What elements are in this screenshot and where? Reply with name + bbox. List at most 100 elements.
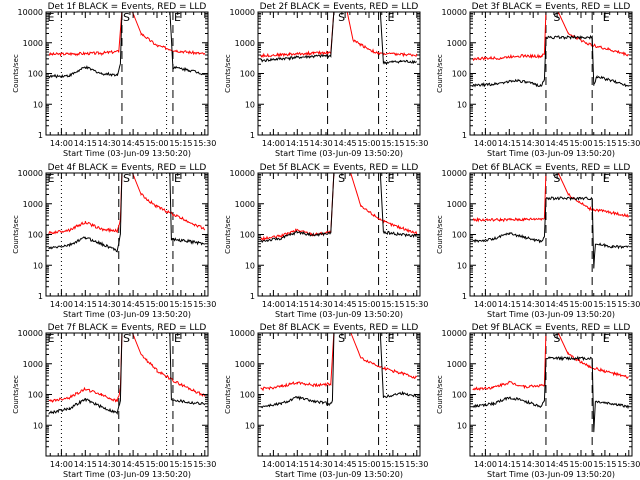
x-tick-label: 15:00	[569, 460, 592, 469]
y-tick-label: 10000	[230, 329, 255, 338]
marker-label: S	[123, 332, 130, 345]
y-tick-label: 10000	[18, 329, 43, 338]
y-tick-label: 100	[28, 231, 43, 240]
y-axis-label: Counts/sec	[436, 54, 444, 93]
y-tick-label: 10	[457, 421, 467, 430]
x-tick-label: 14:15	[286, 300, 309, 309]
y-tick-label: 100	[452, 231, 467, 240]
y-tick-label: 10	[33, 100, 43, 109]
x-axis-label: Start Time (03-Jun-09 13:50:20)	[275, 310, 403, 319]
y-tick-label: 1000	[23, 200, 43, 209]
series-events	[48, 12, 205, 79]
x-tick-label: 14:30	[522, 460, 545, 469]
y-tick-label: 1000	[235, 200, 255, 209]
y-axis-label: Counts/sec	[224, 215, 232, 254]
x-axis-label: Start Time (03-Jun-09 13:50:20)	[63, 149, 191, 158]
y-tick-label: 1000	[447, 200, 467, 209]
series-lld	[48, 333, 206, 403]
panel-3: Det 3f BLACK = Events, RED = LLDSE110100…	[436, 2, 640, 158]
marker-label: E	[174, 332, 181, 345]
y-axis-label: Counts/sec	[12, 215, 20, 254]
y-tick-label: 1000	[23, 360, 43, 369]
marker-label: E	[603, 11, 610, 24]
x-tick-label: 14:15	[498, 300, 521, 309]
x-tick-label: 15:30	[617, 139, 640, 148]
x-axis-label: Start Time (03-Jun-09 13:50:20)	[63, 310, 191, 319]
x-tick-label: 14:15	[286, 139, 309, 148]
marker-label: E	[48, 332, 55, 345]
x-tick-label: 15:30	[405, 300, 428, 309]
series-lld	[260, 173, 418, 242]
marker-label: E	[603, 332, 610, 345]
series-lld	[472, 333, 629, 391]
series-lld	[48, 173, 206, 235]
x-tick-label: 14:45	[546, 139, 569, 148]
marker-label: E	[388, 172, 395, 185]
marker-label: S	[123, 172, 130, 185]
series-events	[260, 333, 418, 409]
panel-9: Det 9f BLACK = Events, RED = LLDSE101001…	[436, 323, 640, 479]
x-tick-label: 15:15	[593, 139, 616, 148]
y-tick-label: 10000	[442, 329, 467, 338]
y-tick-label: 10	[33, 261, 43, 270]
x-tick-label: 15:15	[169, 300, 192, 309]
x-tick-label: 15:30	[405, 460, 428, 469]
panel-title: Det 7f BLACK = Events, RED = LLD	[48, 323, 207, 333]
marker-label: E	[388, 332, 395, 345]
series-events	[260, 12, 417, 65]
y-tick-label: 1	[462, 131, 467, 140]
x-tick-label: 15:30	[617, 300, 640, 309]
x-tick-label: 15:00	[145, 460, 168, 469]
y-tick-label: 10	[33, 421, 43, 430]
y-tick-label: 100	[452, 391, 467, 400]
x-tick-label: 14:00	[262, 139, 285, 148]
plot-frame	[257, 11, 421, 136]
x-tick-label: 14:45	[122, 300, 145, 309]
x-tick-label: 15:15	[381, 139, 404, 148]
x-tick-label: 14:30	[310, 460, 333, 469]
x-tick-label: 14:00	[50, 300, 73, 309]
panel-title: Det 3f BLACK = Events, RED = LLD	[472, 2, 631, 12]
y-tick-label: 10	[457, 100, 467, 109]
x-tick-label: 14:30	[522, 300, 545, 309]
marker-label: E	[174, 172, 181, 185]
plot-frame	[469, 11, 633, 136]
series-lld	[472, 12, 630, 61]
x-tick-label: 15:15	[593, 300, 616, 309]
series-events	[472, 34, 630, 88]
y-tick-label: 1000	[23, 39, 43, 48]
y-tick-label: 1	[250, 292, 255, 301]
x-tick-label: 14:15	[74, 460, 97, 469]
y-tick-label: 100	[28, 391, 43, 400]
x-tick-label: 14:15	[286, 460, 309, 469]
x-tick-label: 14:00	[474, 300, 497, 309]
series-events	[472, 196, 629, 269]
x-tick-label: 14:00	[50, 139, 73, 148]
plot-frame	[45, 172, 209, 297]
y-tick-label: 10000	[230, 8, 255, 17]
x-tick-label: 15:30	[193, 139, 216, 148]
y-tick-label: 10000	[230, 169, 255, 178]
x-tick-label: 15:00	[145, 300, 168, 309]
x-tick-label: 15:15	[381, 300, 404, 309]
y-axis-label: Counts/sec	[224, 375, 232, 414]
plot-frame	[45, 332, 209, 457]
x-tick-label: 14:45	[334, 139, 357, 148]
plot-frame	[469, 332, 633, 457]
x-tick-label: 14:45	[546, 300, 569, 309]
x-tick-label: 15:00	[357, 300, 380, 309]
y-tick-label: 100	[28, 70, 43, 79]
series-events	[48, 333, 206, 415]
x-tick-label: 14:45	[334, 300, 357, 309]
y-tick-label: 1	[38, 292, 43, 301]
y-tick-label: 100	[452, 70, 467, 79]
y-axis-label: Counts/sec	[436, 375, 444, 414]
y-tick-label: 10	[245, 421, 255, 430]
x-tick-label: 15:30	[193, 300, 216, 309]
x-tick-label: 14:15	[498, 139, 521, 148]
y-tick-label: 100	[240, 70, 255, 79]
y-tick-label: 10000	[442, 169, 467, 178]
